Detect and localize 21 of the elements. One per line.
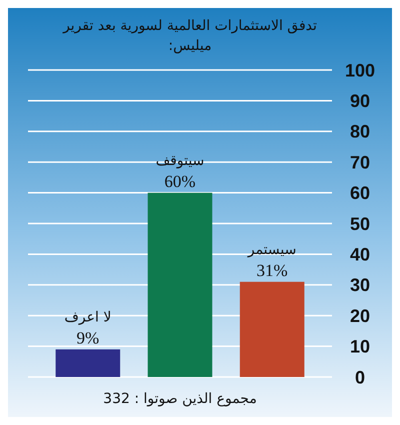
x-tick-label: لا اعرف [64,309,112,326]
text: مجموع الذين صوتوا : 332 [103,391,257,407]
chart-title: تدفق الاستثمارات العالمية لسورية بعد تقرير ميليس: [62,18,318,54]
y-tick-label: 80 [350,122,370,142]
bar [240,282,304,377]
y-tick-label: 60 [350,183,370,204]
y-tick-label: 0 [354,367,366,388]
y-tick-label: 50 [350,214,370,234]
y-tick-label: 20 [350,306,370,326]
y-tick-label: 40 [350,244,370,264]
x-tick-label: سيستمر [246,242,296,258]
y-tick-label: 10 [350,336,370,357]
bar [56,349,120,377]
y-tick-label: 100 [344,60,376,80]
y-tick-label: 90 [350,91,370,111]
data-label: 9% [76,328,100,348]
data-label: 60% [164,172,196,191]
y-tick-label: 30 [350,275,370,296]
bar [148,192,212,377]
y-tick-label: 70 [350,152,370,172]
data-label: 31% [256,260,288,280]
